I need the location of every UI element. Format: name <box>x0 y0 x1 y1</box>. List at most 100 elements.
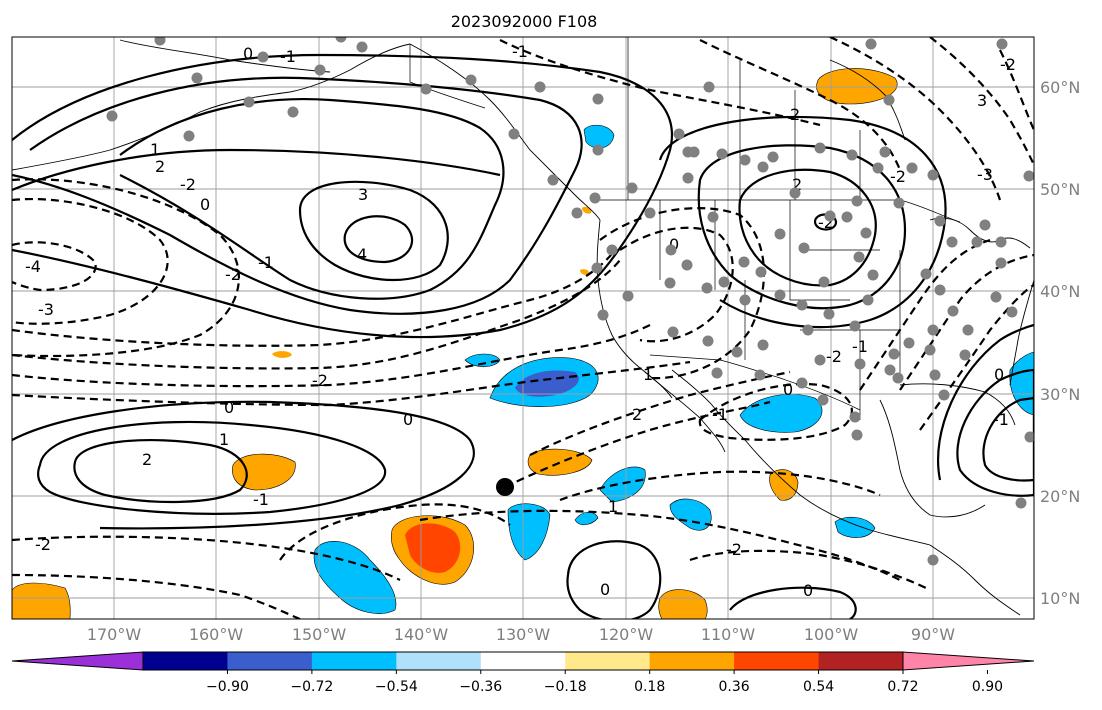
lat-label: 60°N <box>1040 78 1080 97</box>
contour-pos-east-0 <box>937 323 1034 481</box>
colorbar-segment <box>734 652 820 670</box>
contour-pos-1-central-b <box>697 144 907 310</box>
station-marker <box>1006 306 1018 318</box>
station-marker <box>664 277 676 289</box>
station-marker <box>731 346 743 358</box>
contour-pos-east-1 <box>956 368 1034 497</box>
station-marker <box>701 282 713 294</box>
station-marker <box>688 146 700 158</box>
station-marker <box>938 389 950 401</box>
contour-label: 1 <box>608 497 618 516</box>
contour-neg-3-west <box>12 197 169 325</box>
station-marker <box>798 242 810 254</box>
colorbar-tick-label: −0.72 <box>290 679 333 695</box>
station-marker <box>990 291 1002 303</box>
colorbar-segments <box>143 652 904 670</box>
station-marker <box>591 262 603 274</box>
colorbar-extend-right <box>902 651 1035 671</box>
contour-label: 1 <box>643 365 653 384</box>
station-marker <box>789 187 801 199</box>
contour-label: -3 <box>977 165 993 184</box>
colorbar-tick-label: 0.90 <box>972 679 1003 695</box>
lon-label: 150°W <box>292 625 347 644</box>
contour-pos-3-central <box>813 213 838 231</box>
station-marker <box>754 369 766 381</box>
contour-neg-east-3 <box>919 284 1034 431</box>
storm-center-marker <box>496 478 514 496</box>
contour-neg-2-mid <box>12 249 616 347</box>
station-marker <box>927 554 939 566</box>
contour-label: -2 <box>726 540 742 559</box>
lat-label: 10°N <box>1040 589 1080 608</box>
station-marker <box>841 211 853 223</box>
station-marker <box>774 289 786 301</box>
contour-neg-2-west <box>12 178 241 358</box>
lon-label: 120°W <box>599 625 654 644</box>
border-us-states-central <box>800 249 901 420</box>
station-marker <box>154 37 166 46</box>
station-marker <box>824 210 836 222</box>
lat-label: 30°N <box>1040 385 1080 404</box>
station-marker <box>757 339 769 351</box>
station-marker <box>622 290 634 302</box>
station-marker <box>592 93 604 105</box>
station-marker <box>644 207 656 219</box>
contour-neg-4 <box>12 241 97 292</box>
contour-label: -1 <box>852 337 868 356</box>
station-marker <box>995 236 1007 248</box>
border-canada-provinces <box>627 37 861 200</box>
coast-mexico-pacific <box>744 439 931 546</box>
station-marker <box>817 394 829 406</box>
station-marker <box>508 128 520 140</box>
station-marker <box>739 154 751 166</box>
contour-label: 0 <box>243 44 253 63</box>
station-marker <box>243 96 255 108</box>
colorbar-tick-label: 0.72 <box>887 679 918 695</box>
station-marker <box>867 269 879 281</box>
station-marker <box>971 236 983 248</box>
station-marker <box>823 308 835 320</box>
station-marker <box>703 81 715 93</box>
station-marker <box>739 294 751 306</box>
colorbar-segment <box>311 652 397 670</box>
coast-central-america <box>929 544 1021 616</box>
station-marker <box>547 174 559 186</box>
contour-neg-trop-2 <box>698 383 853 441</box>
contour-pos-east-2 <box>982 396 1034 482</box>
contour-label: -2 <box>225 265 241 284</box>
contour-neg-1-b <box>12 324 651 388</box>
contour-pos-0-central <box>658 115 947 329</box>
shade-blue-9 <box>834 516 876 538</box>
shade-blue-6 <box>507 503 551 561</box>
contour-pos-0-south <box>729 586 857 619</box>
shade-blue-10 <box>313 541 397 614</box>
station-marker <box>465 74 477 86</box>
station-marker <box>849 411 861 423</box>
contour-label: -1 <box>280 47 296 66</box>
map-title: 2023092000 F108 <box>451 12 598 31</box>
station-marker <box>879 146 891 158</box>
lat-label: 40°N <box>1040 282 1080 301</box>
colorbar-segment <box>565 652 651 670</box>
station-marker <box>814 142 826 154</box>
colorbar-extend-left <box>11 651 144 671</box>
border-alaska-canada <box>409 44 486 109</box>
lon-label: 160°W <box>189 625 244 644</box>
contour-neg-1-west <box>12 259 621 370</box>
contour-pos-4 <box>343 215 414 264</box>
border-us-states-west <box>659 200 850 360</box>
contour-label: 0 <box>783 380 793 399</box>
station-marker <box>597 309 609 321</box>
station-marker <box>665 244 677 256</box>
coast-alaska-aleutians <box>12 43 411 171</box>
contour-label: 3 <box>358 185 368 204</box>
station-marker <box>924 344 936 356</box>
station-marker <box>934 284 946 296</box>
lat-label: 50°N <box>1040 180 1080 199</box>
contour-label: -2 <box>826 347 842 366</box>
station-markers <box>106 37 1034 566</box>
shade-orange-8 <box>272 351 292 358</box>
contour-label: 0 <box>600 580 610 599</box>
shade-orange-2 <box>232 453 296 491</box>
station-marker <box>257 51 269 63</box>
